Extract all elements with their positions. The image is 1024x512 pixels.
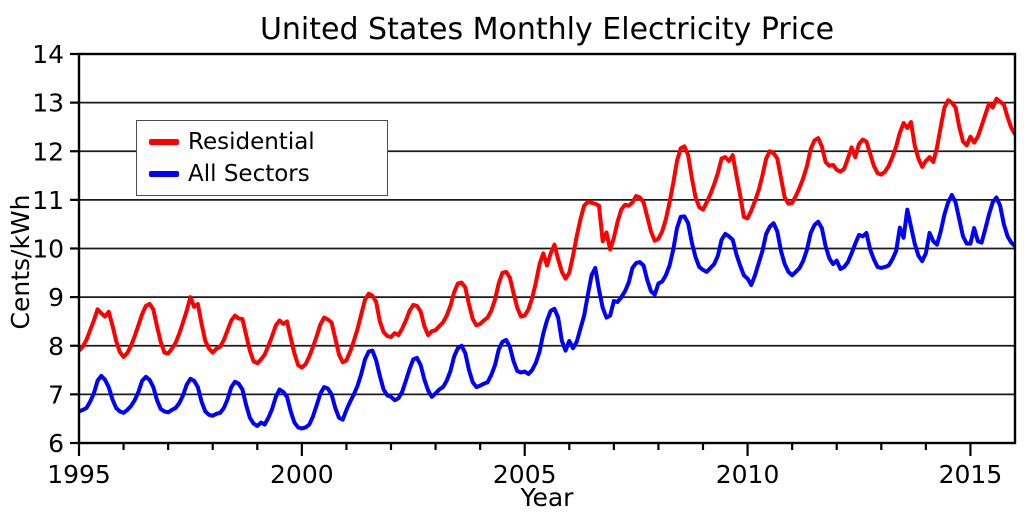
legend-row-residential: Residential xyxy=(149,129,377,155)
y-tick-label-13: 13 xyxy=(32,89,64,118)
y-axis-label: Cents/kWh xyxy=(6,195,35,330)
x-tick-label-2015: 2015 xyxy=(939,460,1003,489)
x-tick-label-2005: 2005 xyxy=(493,460,557,489)
all-sectors-line xyxy=(79,193,1015,431)
y-tick-label-11: 11 xyxy=(32,186,64,215)
legend-label-residential: Residential xyxy=(188,129,315,155)
legend-row-all-sectors: All Sectors xyxy=(149,161,377,187)
chart-title: United States Monthly Electricity Price xyxy=(260,12,834,47)
y-tick-label-14: 14 xyxy=(32,40,64,69)
chart-legend: Residential All Sectors xyxy=(136,120,388,196)
y-tick-label-10: 10 xyxy=(32,235,64,264)
x-axis-ticks: 1995 2000 2005 2010 2015 xyxy=(47,443,1002,489)
x-tick-label-2000: 2000 xyxy=(270,460,334,489)
residential-line-sample xyxy=(149,139,179,145)
x-tick-label-1995: 1995 xyxy=(47,460,111,489)
y-tick-label-7: 7 xyxy=(48,380,64,409)
y-tick-label-6: 6 xyxy=(48,429,64,458)
all-sectors-line-sample xyxy=(149,171,179,177)
x-axis-label: Year xyxy=(520,483,575,512)
y-tick-label-12: 12 xyxy=(32,137,64,166)
x-tick-label-2010: 2010 xyxy=(716,460,780,489)
legend-label-all-sectors: All Sectors xyxy=(188,161,310,187)
residential-line xyxy=(79,96,1015,370)
y-tick-label-9: 9 xyxy=(48,283,64,312)
data-series-lines xyxy=(79,96,1015,431)
y-axis-ticks: 6 7 8 9 10 11 12 13 14 xyxy=(32,40,79,458)
y-tick-label-8: 8 xyxy=(48,332,64,361)
